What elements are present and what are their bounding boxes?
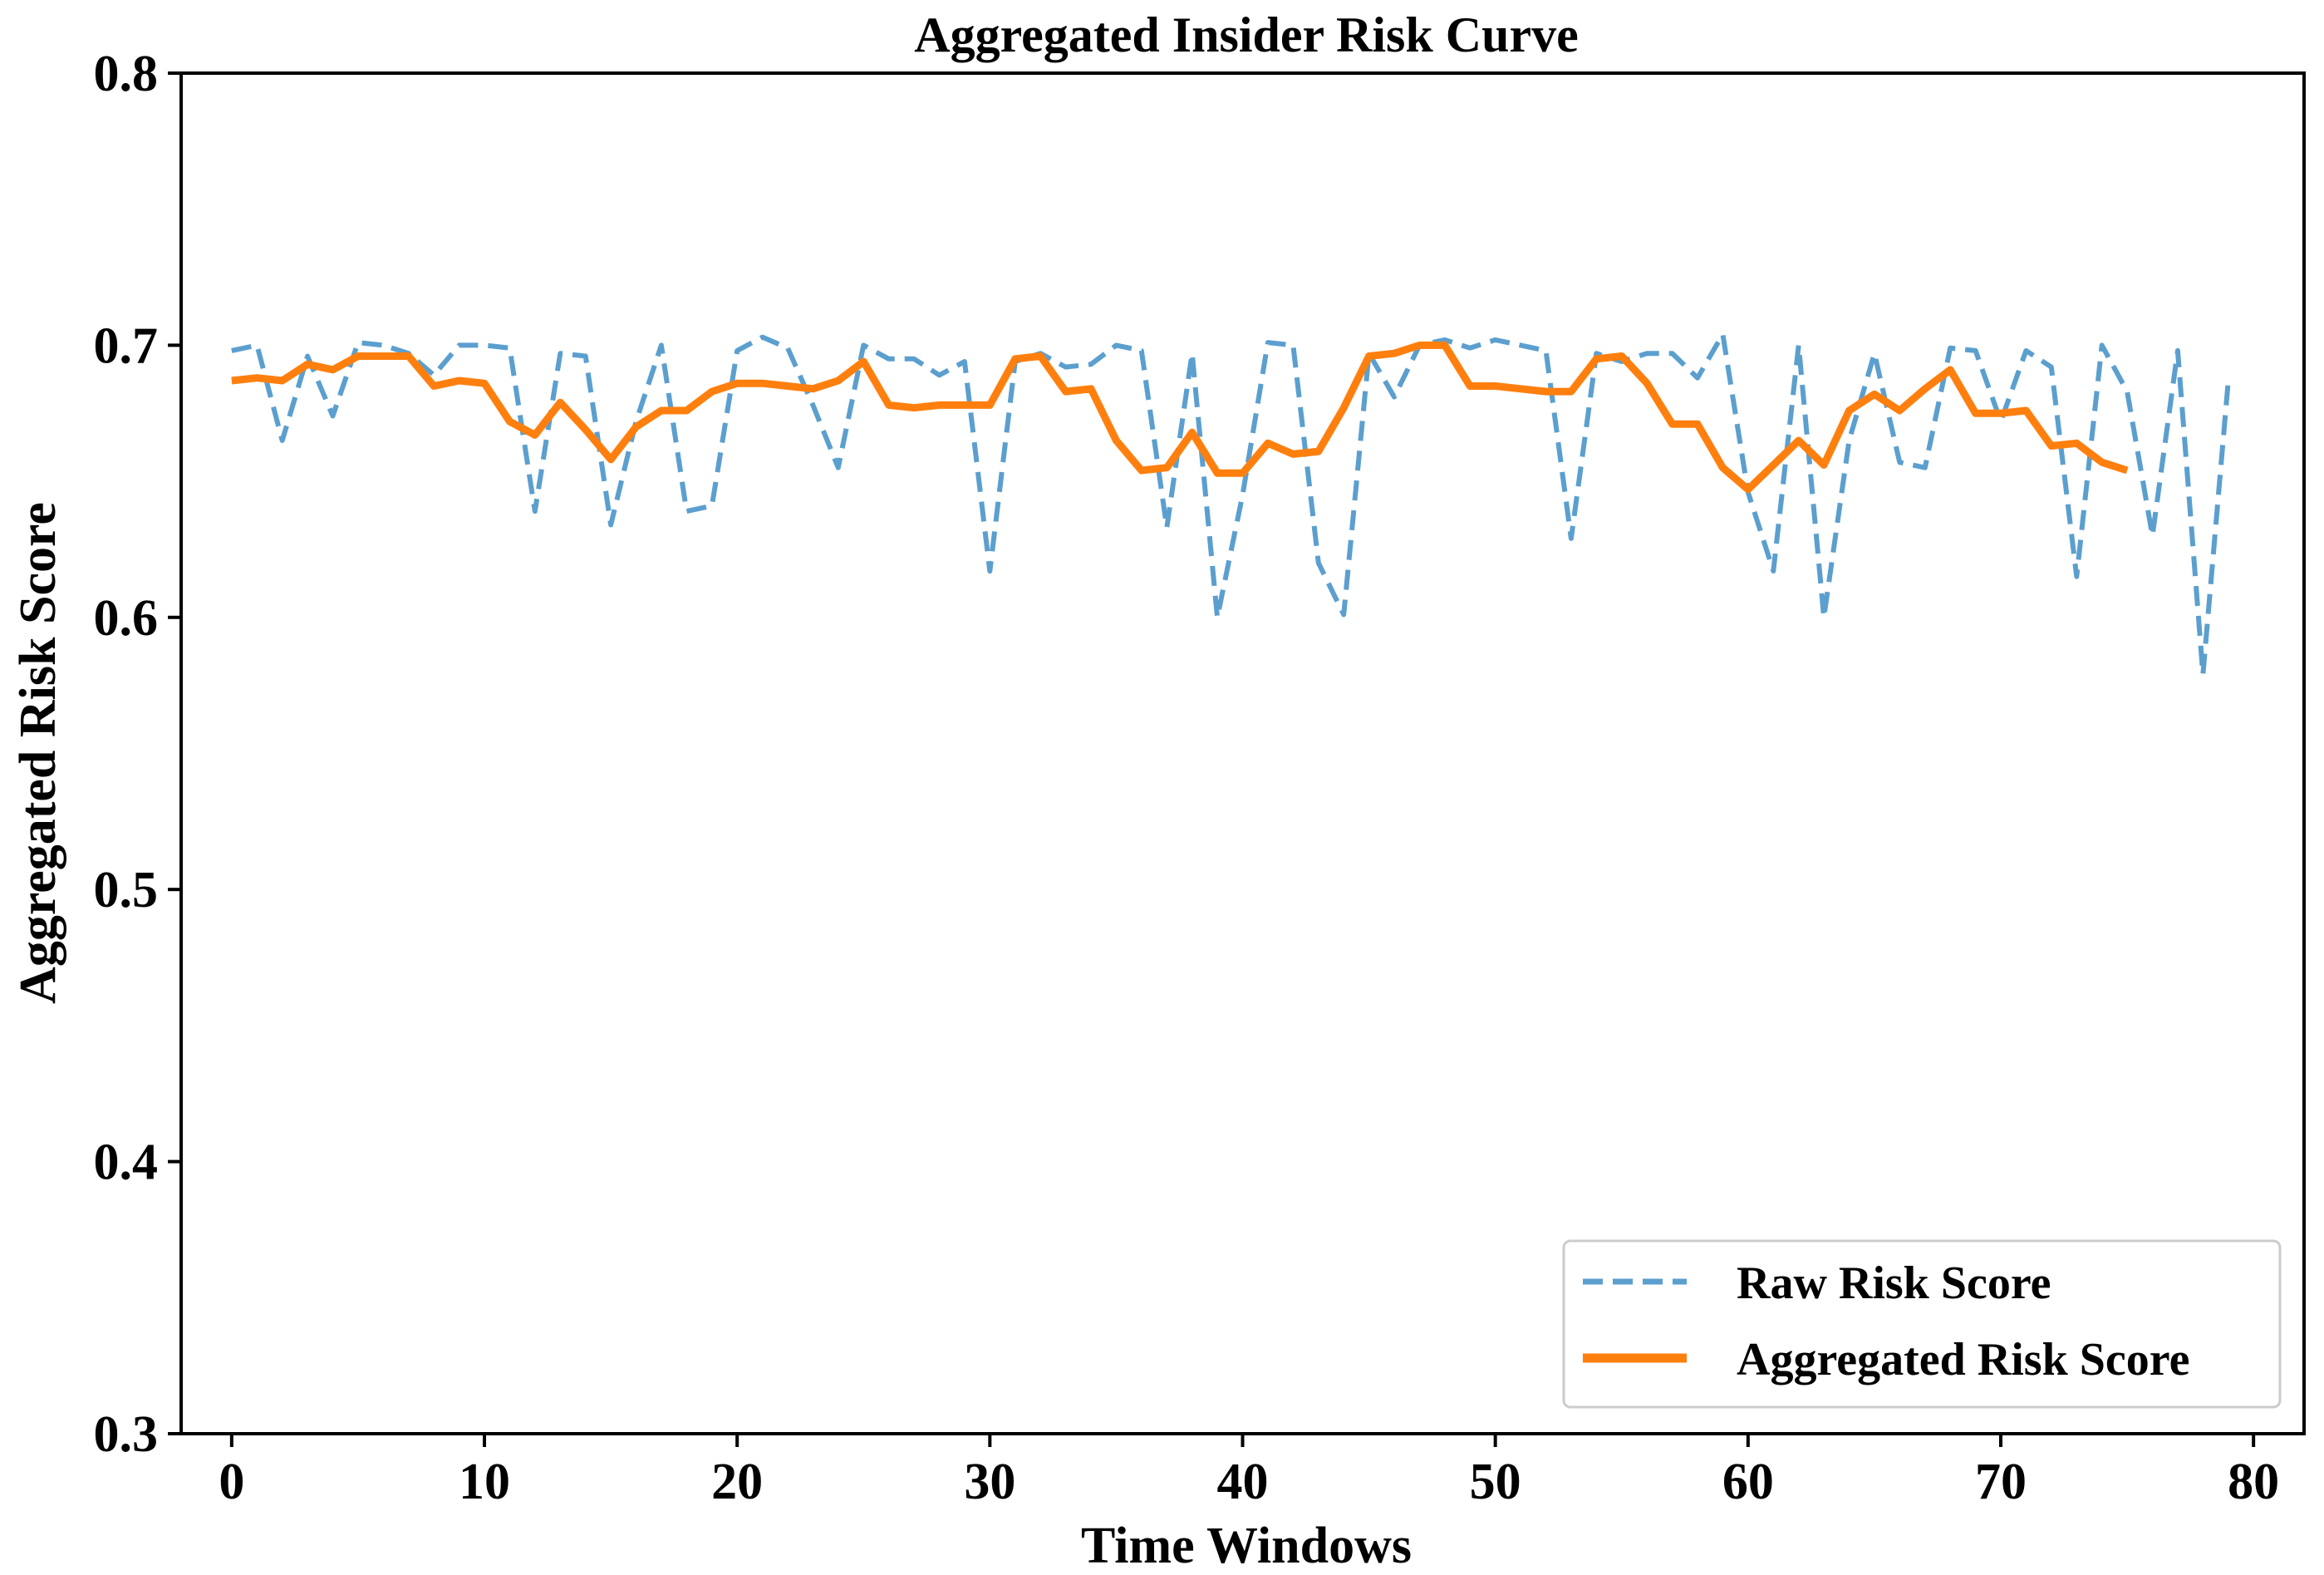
x-axis: 0 10 20 30 40 50 60 70 80 (219, 1434, 2279, 1510)
x-axis-label: Time Windows (1081, 1518, 1412, 1574)
legend-label-aggregated: Aggregated Risk Score (1737, 1334, 2189, 1386)
x-tick-label: 10 (459, 1454, 510, 1510)
chart-title: Aggregated Insider Risk Curve (914, 7, 1578, 62)
legend-label-raw: Raw Risk Score (1737, 1258, 2051, 1309)
y-tick-label: 0.8 (94, 46, 159, 102)
y-tick-label: 0.7 (94, 317, 159, 374)
legend: Raw Risk Score Aggregated Risk Score (1562, 1239, 2282, 1409)
y-tick-label: 0.5 (94, 862, 159, 918)
x-tick-label: 80 (2228, 1454, 2279, 1510)
y-tick-label: 0.3 (94, 1406, 159, 1463)
y-axis-label: Aggregated Risk Score (10, 502, 66, 1004)
legend-box (1562, 1239, 2282, 1409)
x-tick-label: 40 (1217, 1454, 1269, 1510)
x-tick-label: 20 (711, 1454, 763, 1510)
plot-area (231, 332, 2231, 677)
x-tick-label: 60 (1722, 1454, 1774, 1510)
x-tick-label: 50 (1470, 1454, 1521, 1510)
x-tick-label: 30 (964, 1454, 1015, 1510)
y-tick-label: 0.4 (94, 1134, 159, 1191)
plot-frame (179, 71, 2306, 1435)
y-tick-label: 0.6 (94, 590, 159, 647)
y-axis: 0.3 0.4 0.5 0.6 0.7 0.8 (94, 46, 181, 1463)
x-tick-label: 70 (1975, 1454, 2027, 1510)
series-line-aggregated-risk-score (231, 341, 2129, 494)
x-tick-label: 0 (219, 1454, 244, 1510)
